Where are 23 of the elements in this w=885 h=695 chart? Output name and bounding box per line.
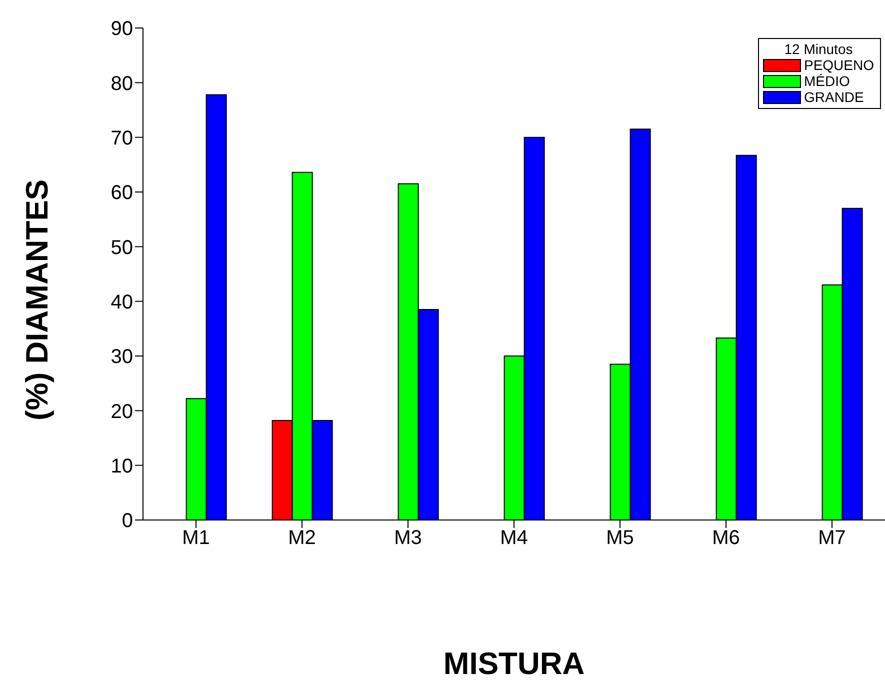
x-tick-label: M2 xyxy=(288,527,316,550)
x-tick-label: M1 xyxy=(182,527,210,550)
x-tick-label: M4 xyxy=(500,527,528,550)
x-tick-label: M7 xyxy=(818,527,846,550)
legend-label: MÉDIO xyxy=(802,73,851,89)
legend-label: GRANDE xyxy=(802,89,865,105)
y-tick-label: 80 xyxy=(110,72,133,95)
y-axis-title: (%) DIAMANTES xyxy=(20,178,56,420)
y-tick-label: 0 xyxy=(122,510,133,532)
y-tick-label: 70 xyxy=(110,127,133,150)
x-axis-title: MISTURA xyxy=(442,646,586,682)
y-tick-label: 40 xyxy=(110,291,133,314)
y-tick-label: 10 xyxy=(110,455,133,478)
y-tick-label: 60 xyxy=(110,182,133,204)
y-tick-label: 30 xyxy=(110,346,133,368)
legend-label: PEQUENO xyxy=(802,57,874,73)
y-tick-label: 20 xyxy=(110,400,133,423)
y-tick-label: 50 xyxy=(110,236,133,259)
y-tick-label: 90 xyxy=(110,18,133,40)
x-tick-label: M5 xyxy=(606,527,634,550)
legend-title: 12 Minutos xyxy=(783,41,854,57)
x-tick-label: M3 xyxy=(394,527,422,550)
x-tick-label: M6 xyxy=(712,527,740,550)
